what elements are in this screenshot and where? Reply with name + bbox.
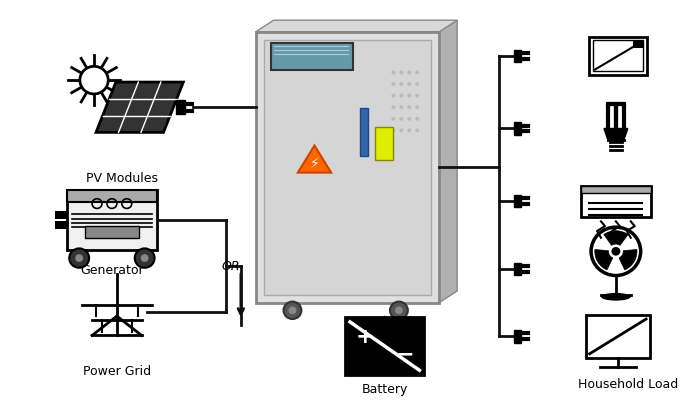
Bar (345, 317, 424, 375)
Bar (271, 43, 354, 70)
Circle shape (391, 94, 395, 98)
Circle shape (391, 128, 395, 132)
Circle shape (391, 117, 395, 121)
Wedge shape (595, 250, 612, 270)
Polygon shape (604, 128, 628, 140)
Circle shape (400, 70, 403, 74)
Circle shape (611, 247, 620, 256)
Bar (55, 221, 67, 229)
Bar (360, 108, 368, 156)
Bar (593, 40, 643, 72)
Circle shape (407, 128, 412, 132)
Circle shape (288, 306, 296, 314)
Bar (67, 190, 157, 250)
Text: −: − (395, 345, 414, 365)
Text: ⚡: ⚡ (309, 158, 319, 172)
Circle shape (75, 254, 83, 262)
Circle shape (415, 94, 419, 98)
Circle shape (69, 248, 89, 268)
Bar (55, 211, 67, 219)
Circle shape (407, 117, 412, 121)
Bar (586, 315, 650, 358)
Bar (581, 186, 650, 216)
Circle shape (391, 82, 395, 86)
Bar (514, 122, 522, 134)
Ellipse shape (601, 293, 631, 301)
Bar (514, 330, 522, 342)
Wedge shape (604, 231, 628, 245)
Bar (514, 50, 522, 62)
Bar (256, 32, 440, 302)
Circle shape (400, 105, 403, 109)
Polygon shape (96, 82, 183, 132)
Text: Battery: Battery (361, 383, 408, 396)
Bar (67, 190, 157, 202)
Text: Generator: Generator (80, 264, 144, 277)
Circle shape (134, 248, 155, 268)
Circle shape (400, 128, 403, 132)
Circle shape (415, 82, 419, 86)
Text: OR: OR (222, 260, 240, 273)
Polygon shape (256, 20, 457, 32)
Text: Power Grid: Power Grid (83, 366, 151, 378)
Circle shape (390, 302, 408, 319)
Circle shape (391, 70, 395, 74)
Circle shape (415, 70, 419, 74)
Text: PV Modules: PV Modules (86, 172, 158, 185)
Circle shape (141, 254, 148, 262)
Bar (176, 100, 185, 114)
Circle shape (400, 117, 403, 121)
Bar (589, 37, 647, 75)
Circle shape (415, 117, 419, 121)
Text: +: + (356, 327, 375, 347)
Polygon shape (440, 20, 457, 302)
Circle shape (407, 94, 412, 98)
Bar (514, 263, 522, 275)
Circle shape (407, 105, 412, 109)
Circle shape (400, 82, 403, 86)
Circle shape (415, 105, 419, 109)
Bar (264, 40, 431, 295)
Circle shape (395, 306, 403, 314)
Circle shape (400, 94, 403, 98)
Circle shape (407, 82, 412, 86)
Circle shape (415, 128, 419, 132)
Polygon shape (298, 146, 331, 172)
Bar (633, 40, 643, 48)
Bar (85, 226, 139, 238)
Circle shape (284, 302, 302, 319)
Circle shape (407, 70, 412, 74)
Bar (581, 186, 650, 193)
Bar (514, 195, 522, 207)
Circle shape (391, 105, 395, 109)
Wedge shape (619, 250, 637, 270)
Text: Household Load: Household Load (578, 378, 678, 391)
Bar (375, 126, 393, 160)
